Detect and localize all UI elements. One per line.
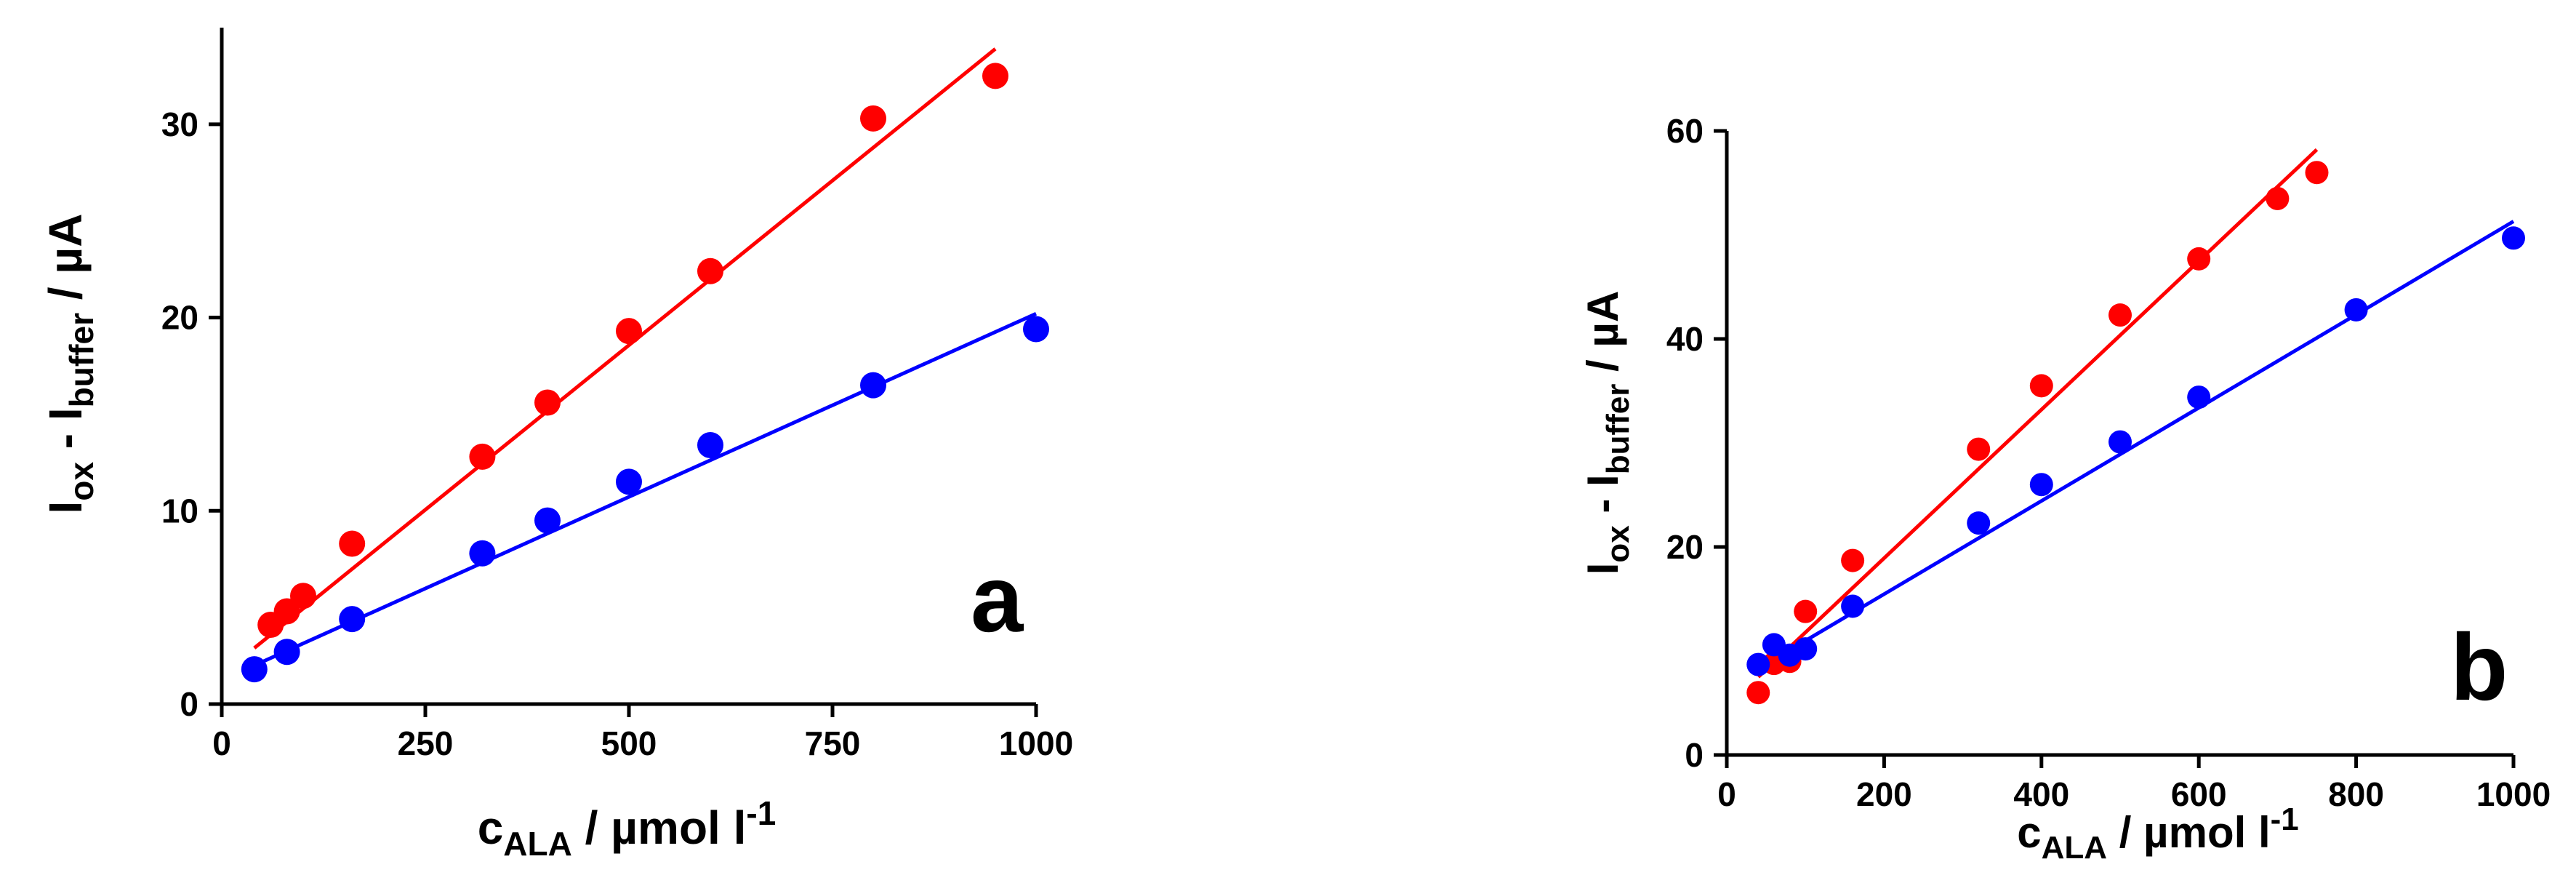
x-axis-title: cALA / µmol l-1	[478, 794, 777, 863]
y-title-rest: / µA	[1578, 291, 1627, 384]
x-tick-label: 200	[1856, 775, 1912, 813]
data-point-red	[469, 443, 496, 470]
data-point-blue	[697, 431, 723, 458]
fit-line-red	[253, 47, 997, 650]
y-title-i1: I	[39, 501, 92, 514]
tick-group: 0 200 400 600 800 1000 0 20 40 60	[1666, 112, 2551, 813]
data-point-red	[1967, 437, 1991, 461]
x-title-sub: ALA	[503, 825, 572, 863]
data-point-red	[697, 257, 723, 284]
y-title-sub2: buffer	[1600, 384, 1636, 475]
x-tick-label: 250	[398, 724, 454, 762]
x-tick-label: 500	[601, 724, 657, 762]
x-tick-label: 1000	[999, 724, 1073, 762]
data-point-blue	[1967, 511, 1991, 535]
data-point-blue	[2344, 297, 2368, 321]
fit-line-red	[1757, 148, 2319, 679]
y-title-rest: / µA	[39, 214, 92, 313]
data-point-red	[273, 598, 300, 625]
data-point-red	[860, 105, 886, 132]
x-tick-label: 800	[2328, 775, 2384, 813]
data-point-red	[339, 530, 366, 557]
panel-label: a	[971, 546, 1024, 652]
y-tick-label: 20	[1666, 528, 1704, 566]
data-point-red	[1794, 599, 1818, 623]
x-tick-label: 750	[805, 724, 861, 762]
data-point-blue	[1023, 316, 1049, 343]
y-tick-label: 0	[1685, 736, 1704, 774]
fit-lines	[253, 47, 1038, 668]
y-title-sub1: ox	[1600, 525, 1636, 563]
data-point-red	[1841, 548, 1865, 572]
data-point-red	[2108, 303, 2132, 327]
fit-line-blue	[1757, 220, 2515, 671]
data-point-red	[2187, 247, 2211, 271]
y-tick-label: 10	[161, 492, 198, 530]
y-title-sub2: buffer	[63, 313, 100, 407]
data-point-blue	[860, 372, 886, 399]
data-point-blue	[241, 656, 268, 683]
x-title-sup: -1	[746, 794, 776, 832]
y-title-mid: - I	[1578, 474, 1627, 525]
data-point-red	[2266, 186, 2290, 210]
x-tick-label: 400	[2013, 775, 2069, 813]
data-point-blue	[2108, 430, 2132, 454]
x-tick-label: 0	[212, 724, 231, 762]
data-point-blue	[616, 468, 642, 495]
x-tick-label: 1000	[2476, 775, 2551, 813]
fit-lines	[1757, 148, 2515, 679]
x-axis-title: cALA / µmol l-1	[2017, 802, 2299, 866]
data-point-red	[1746, 681, 1770, 705]
y-tick-label: 30	[161, 105, 198, 143]
panel-label: b	[2450, 614, 2508, 720]
y-tick-label: 0	[180, 685, 198, 723]
y-title-sub1: ox	[63, 462, 100, 501]
data-point-red	[616, 318, 642, 345]
y-axis-title: Iox - Ibuffer / µA	[39, 214, 100, 514]
data-point-blue	[2187, 385, 2211, 409]
x-title-rest: / µmol l	[572, 802, 747, 854]
x-title-rest: / µmol l	[2107, 808, 2271, 857]
data-point-blue	[2502, 226, 2525, 250]
data-point-blue	[339, 606, 366, 633]
data-point-blue	[2029, 473, 2053, 497]
data-point-red	[982, 63, 1008, 89]
data-point-blue	[534, 507, 561, 534]
y-title-i1: I	[1578, 563, 1627, 575]
y-tick-label: 60	[1666, 112, 1704, 150]
fit-line-blue	[253, 311, 1038, 668]
y-title-mid: - I	[39, 407, 92, 462]
data-point-blue	[469, 540, 496, 567]
data-point-blue	[1794, 637, 1818, 661]
x-title-sup: -1	[2271, 802, 2299, 837]
tick-group: 0 250 500 750 1000 0 10 20 30	[161, 105, 1073, 762]
data-points	[241, 63, 1049, 683]
data-point-red	[534, 389, 561, 416]
data-points	[1746, 161, 2525, 705]
x-title-sub: ALA	[2042, 830, 2107, 866]
data-point-blue	[1746, 652, 1770, 676]
y-axis-title: Iox - Ibuffer / µA	[1578, 291, 1636, 575]
y-tick-label: 40	[1666, 320, 1704, 358]
data-point-blue	[273, 639, 300, 666]
data-point-red	[290, 583, 316, 610]
data-point-red	[2305, 161, 2329, 185]
data-point-red	[2029, 374, 2053, 398]
chart-panel-b: 0 200 400 600 800 1000 0 20 40 60 b cALA / µmol l…	[1578, 112, 2551, 866]
x-title-main: c	[2017, 808, 2041, 857]
x-tick-label: 0	[1717, 775, 1736, 813]
x-tick-label: 600	[2171, 775, 2227, 813]
y-tick-label: 20	[161, 299, 198, 337]
x-title-main: c	[478, 802, 504, 854]
data-point-blue	[1841, 594, 1865, 618]
